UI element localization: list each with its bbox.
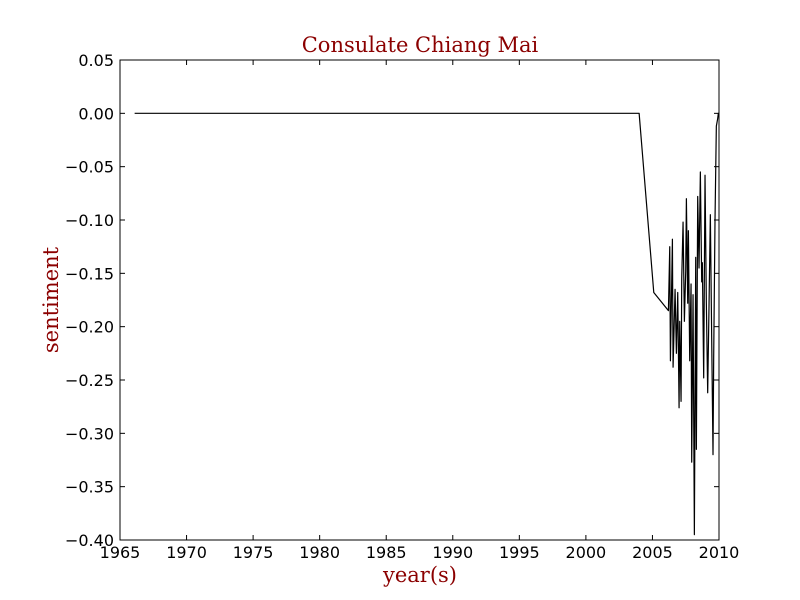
y-tick-label: −0.40 bbox=[65, 531, 114, 550]
y-tick-label: −0.30 bbox=[65, 424, 114, 443]
x-tick-label: 1965 bbox=[100, 543, 141, 562]
x-axis-label: year(s) bbox=[382, 563, 457, 587]
chart-title: Consulate Chiang Mai bbox=[302, 33, 539, 57]
y-tick-label: −0.10 bbox=[65, 211, 114, 230]
x-tick-label: 1995 bbox=[499, 543, 540, 562]
plot-area bbox=[120, 60, 719, 540]
y-tick-label: 0.00 bbox=[78, 104, 114, 123]
y-tick-label: −0.25 bbox=[65, 371, 114, 390]
x-tick-label: 2000 bbox=[566, 543, 607, 562]
x-tick-label: 2005 bbox=[632, 543, 673, 562]
plot-frame bbox=[119, 59, 720, 541]
series-line bbox=[134, 112, 719, 536]
y-tick-label: −0.05 bbox=[65, 158, 114, 177]
x-tick-label: 1980 bbox=[299, 543, 340, 562]
y-tick-label: −0.35 bbox=[65, 478, 114, 497]
x-tick-label: 1975 bbox=[233, 543, 274, 562]
tick-labels: 1965 1970 1975 1980 1985 1990 1995 2000 2005 2010… bbox=[65, 51, 739, 562]
x-tick-label: 1990 bbox=[432, 543, 473, 562]
y-tick-label: −0.20 bbox=[65, 318, 114, 337]
y-tick-label: −0.15 bbox=[65, 264, 114, 283]
y-tick-label: 0.05 bbox=[78, 51, 114, 70]
x-tick-label: 1985 bbox=[366, 543, 407, 562]
x-tick-label: 2010 bbox=[699, 543, 740, 562]
x-tick-label: 1970 bbox=[166, 543, 207, 562]
y-axis-label: sentiment bbox=[39, 246, 63, 353]
